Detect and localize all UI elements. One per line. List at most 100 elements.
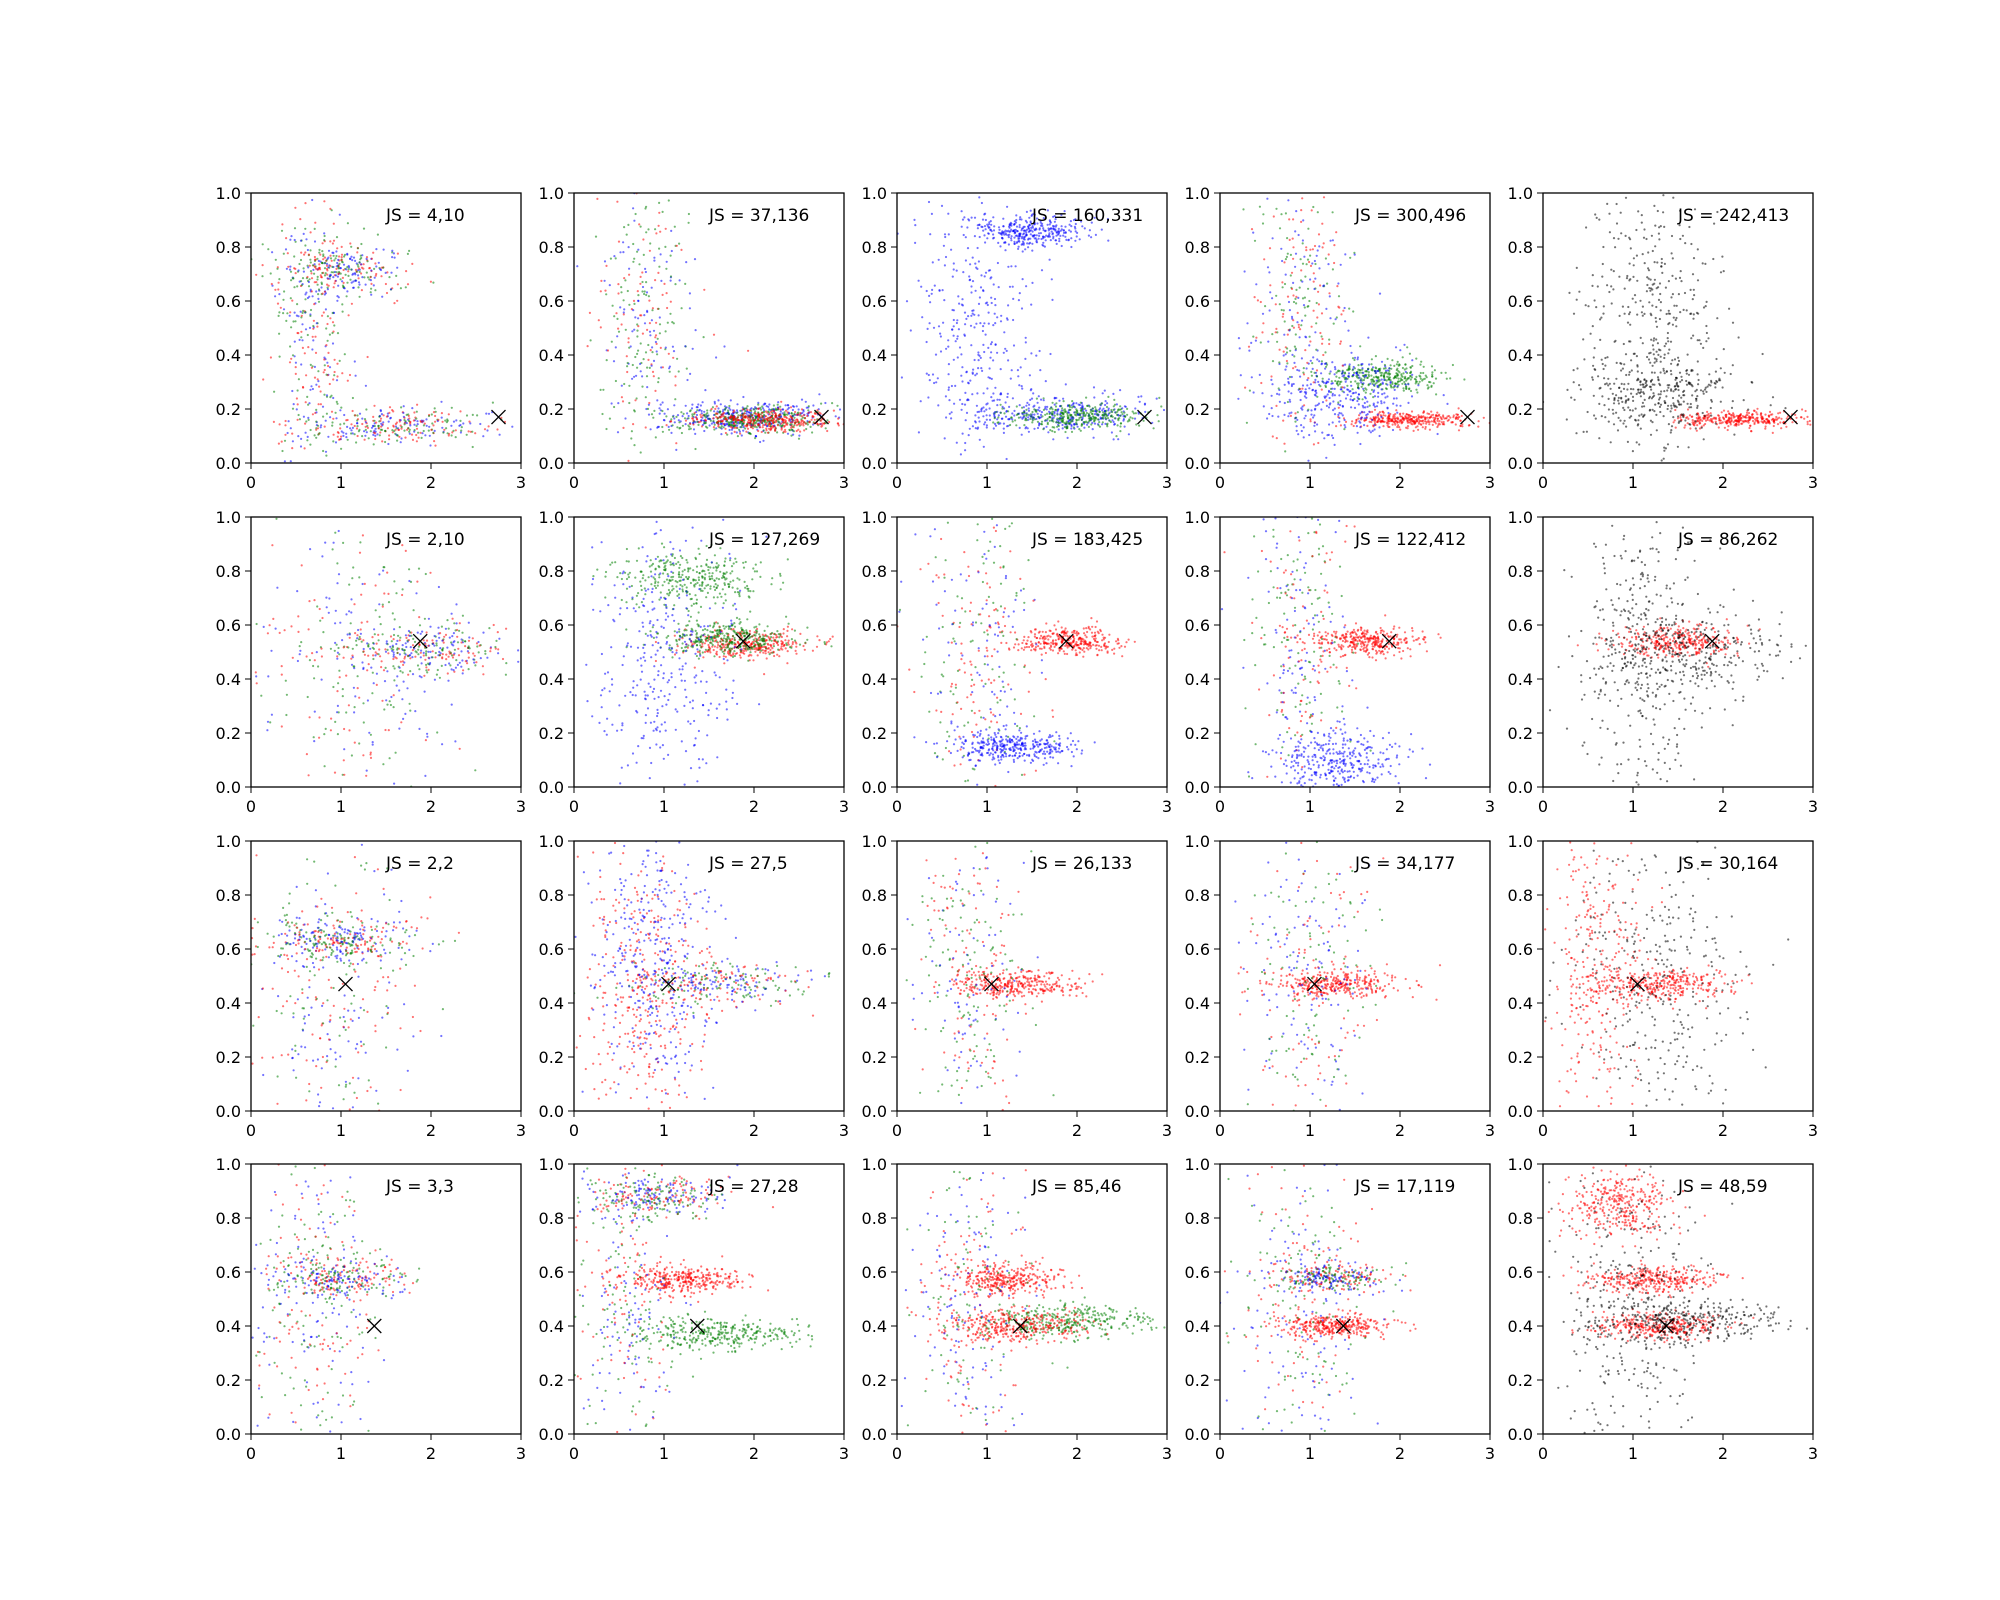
data-point <box>1053 403 1056 406</box>
data-point <box>790 424 793 427</box>
data-point <box>680 431 684 435</box>
data-point <box>646 328 649 331</box>
data-point <box>1294 416 1297 419</box>
data-point <box>1290 411 1293 414</box>
data-point <box>361 276 364 279</box>
data-point <box>416 420 419 423</box>
data-point <box>697 423 700 426</box>
data-point <box>1375 405 1379 408</box>
data-point <box>1396 425 1399 429</box>
data-point <box>1384 369 1388 372</box>
data-point <box>1106 425 1109 428</box>
data-point <box>754 410 757 413</box>
data-point <box>1281 315 1284 318</box>
data-point <box>1024 357 1027 360</box>
data-point <box>637 317 640 320</box>
data-point <box>769 416 772 419</box>
data-point <box>375 248 378 251</box>
data-point <box>364 425 367 428</box>
data-point <box>312 268 315 271</box>
data-point <box>1410 410 1414 413</box>
data-point <box>967 382 970 385</box>
data-point <box>1344 253 1347 256</box>
data-point <box>979 286 983 289</box>
data-point <box>379 428 382 431</box>
data-point <box>599 290 602 293</box>
data-point <box>416 423 419 426</box>
data-point <box>706 412 709 415</box>
data-point <box>1299 328 1302 331</box>
data-point <box>1337 282 1340 285</box>
data-point <box>1037 232 1041 235</box>
data-point <box>637 349 640 352</box>
data-point <box>1425 422 1428 425</box>
data-point <box>408 428 411 431</box>
data-point <box>1048 258 1051 261</box>
data-point <box>282 298 285 301</box>
data-point <box>374 437 377 441</box>
data-point <box>1038 227 1041 230</box>
data-point <box>784 428 787 431</box>
data-point <box>769 410 773 413</box>
data-point <box>1072 218 1076 222</box>
data-point <box>1010 265 1013 268</box>
data-point <box>736 424 739 427</box>
data-point <box>665 267 668 270</box>
data-point <box>680 248 683 251</box>
data-point <box>1302 219 1305 222</box>
data-point <box>450 424 453 427</box>
data-point <box>626 365 629 368</box>
data-point <box>443 428 446 431</box>
data-point <box>956 337 959 340</box>
data-point <box>379 409 382 412</box>
data-point <box>684 345 687 348</box>
data-point <box>1326 282 1329 285</box>
data-point <box>1237 337 1240 340</box>
data-point <box>1381 417 1384 420</box>
data-point <box>1011 285 1014 288</box>
data-point <box>729 414 733 418</box>
data-point <box>620 384 623 387</box>
data-point <box>811 415 814 418</box>
data-point <box>1010 228 1013 231</box>
data-point <box>1135 423 1138 426</box>
data-point <box>1291 237 1294 240</box>
data-point <box>271 251 274 254</box>
data-point <box>717 420 721 423</box>
data-point <box>1396 385 1399 388</box>
data-point <box>1009 423 1012 427</box>
data-point <box>374 274 377 277</box>
data-point <box>1003 407 1006 410</box>
data-point <box>1013 414 1016 417</box>
data-point <box>1092 436 1095 439</box>
data-point <box>341 280 344 283</box>
data-point <box>751 422 755 425</box>
panel-r1-c3: 0 1 2 30.00.20.40.60.81.0JS = 160,331 <box>862 184 1173 492</box>
data-point <box>335 265 338 268</box>
data-point <box>1270 394 1273 397</box>
data-point <box>988 269 992 272</box>
data-point <box>770 426 773 429</box>
data-point <box>1374 355 1377 358</box>
data-point <box>673 417 676 420</box>
data-point <box>639 451 642 454</box>
data-point <box>1270 378 1273 381</box>
data-point <box>1370 363 1373 366</box>
data-point <box>813 412 817 415</box>
point-cluster <box>665 400 844 435</box>
data-point <box>1318 245 1321 248</box>
y-tick-label: 0.6 <box>216 292 241 311</box>
data-point <box>1425 376 1428 379</box>
data-point <box>284 419 287 423</box>
data-point <box>325 327 328 330</box>
data-point <box>1010 416 1013 419</box>
data-point <box>762 429 765 432</box>
data-point <box>658 412 661 415</box>
data-point <box>686 378 689 382</box>
data-point <box>284 433 287 436</box>
data-point <box>1341 405 1344 408</box>
data-point <box>1321 431 1324 434</box>
data-point <box>357 430 360 433</box>
data-point <box>1036 222 1039 225</box>
data-point <box>671 424 674 427</box>
